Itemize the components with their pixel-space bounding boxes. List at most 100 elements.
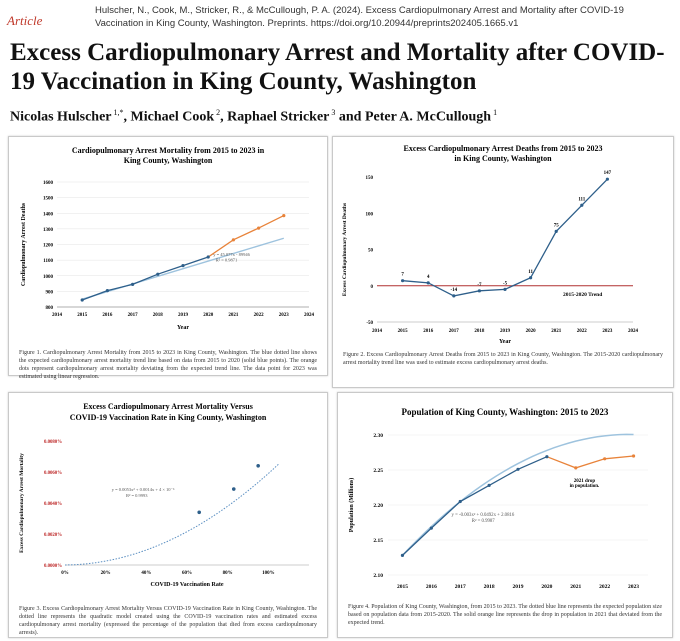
figure-3-caption: Figure 3. Excess Cardiopulmonary Arrest …	[19, 606, 317, 636]
figure-1-chart: Cardiopulmonary Arrest Mortality from 20…	[21, 146, 315, 331]
fit-equation: y = -0.003x² + 0.0492x + 2.0816	[452, 512, 515, 518]
y-tick-label: 0.0020%	[44, 533, 62, 538]
x-tick-label: 2015	[77, 313, 88, 318]
author-affiliation: 1,*	[111, 108, 124, 117]
observed-point	[156, 272, 160, 276]
x-tick-label: 2019	[178, 313, 189, 318]
data-label: 111	[578, 197, 585, 202]
chart-title: Excess Cardiopulmonary Arrest Deaths fro…	[403, 144, 602, 153]
x-axis-label: Year	[177, 325, 189, 331]
trend-label: 2015-2020 Trend	[563, 292, 602, 298]
author-name: Raphael Stricker	[227, 109, 330, 125]
author-name: Peter A. McCullough	[364, 109, 492, 125]
y-tick-label: 1300	[43, 228, 54, 233]
excess-line	[207, 215, 285, 258]
drop-annotation: in population.	[570, 484, 600, 489]
y-axis-label: Cardiopulmonary Arrest Deaths	[21, 202, 27, 286]
x-tick-label: 2014	[52, 313, 63, 318]
chart-title: King County, Washington	[124, 156, 213, 165]
population-point	[545, 455, 549, 459]
y-tick-label: 0.0060%	[44, 471, 62, 476]
citation-line-2: Vaccination in King County, Washington. …	[95, 18, 519, 29]
data-label: 11	[528, 270, 533, 275]
data-label: 147	[604, 171, 612, 176]
trend-equation: y = 45.077x - 89946	[213, 252, 250, 257]
observed-point	[105, 288, 109, 293]
excess-deaths-line	[402, 178, 608, 297]
y-axis-label: Excess Cardiopulmonary Arrest Mortality	[19, 453, 25, 553]
x-tick-label: 2020	[526, 329, 537, 334]
article-label: Article	[7, 13, 43, 28]
data-point	[231, 487, 236, 491]
data-point	[503, 287, 507, 291]
data-point	[256, 464, 260, 468]
figure-4-chart: Population of King County, Washington: 2…	[348, 407, 648, 590]
data-point	[477, 289, 481, 293]
x-tick-label: 2021	[228, 313, 239, 318]
population-point	[458, 499, 462, 504]
x-tick-label: 2022	[577, 329, 588, 334]
x-tick-label: 20%	[101, 571, 111, 576]
fit-equation: y = 0.0053x² + 0.0014x + 4 × 10⁻⁶	[112, 487, 175, 492]
x-tick-label: 2018	[474, 329, 485, 334]
y-tick-label: 0	[371, 285, 374, 290]
x-tick-label: 2021	[551, 329, 562, 334]
x-tick-label: 2017	[128, 313, 139, 318]
x-tick-label: 2021	[570, 584, 581, 590]
citation: Hulscher, N., Cook, M., Stricker, R., & …	[95, 4, 675, 30]
y-tick-label: -50	[366, 321, 373, 326]
y-tick-label: 2.30	[373, 433, 383, 439]
expected-trend-line	[401, 433, 634, 556]
citation-line-1: Hulscher, N., Cook, M., Stricker, R., & …	[95, 5, 624, 16]
y-tick-label: 1100	[43, 259, 53, 264]
data-point	[580, 203, 584, 207]
x-axis-label: COVID-19 Vaccination Rate	[151, 582, 224, 588]
x-axis-label: Year	[499, 339, 511, 345]
x-tick-label: 2023	[602, 329, 613, 334]
population-point	[487, 483, 491, 487]
x-tick-label: 2022	[599, 584, 610, 590]
x-tick-label: 60%	[182, 571, 192, 576]
figure-4-caption: Figure 4. Population of King County, Was…	[348, 604, 662, 626]
x-tick-label: 2023	[279, 313, 290, 318]
x-tick-label: 2023	[628, 584, 639, 590]
y-tick-label: 2.20	[373, 503, 383, 509]
data-point	[401, 279, 405, 283]
y-tick-label: 0.0080%	[44, 440, 62, 445]
figure-3-panel: Excess Cardiopulmonary Arrest Mortality …	[8, 392, 328, 638]
chart-title: COVID-19 Vaccination Rate in King County…	[70, 413, 267, 422]
y-tick-label: 0.0000%	[44, 564, 62, 569]
data-point	[452, 294, 456, 298]
y-tick-label: 100	[366, 212, 374, 217]
observed-point	[80, 298, 84, 302]
drop-point	[631, 454, 636, 458]
y-tick-label: 2.10	[373, 573, 383, 579]
author-list: Nicolas Hulscher 1,*, Michael Cook 2, Ra…	[10, 108, 498, 125]
observed-line	[81, 256, 209, 301]
x-tick-label: 2019	[500, 329, 511, 334]
y-tick-label: 150	[366, 176, 374, 181]
drop-point	[603, 457, 607, 461]
excess-point	[257, 226, 261, 230]
figure-2-caption: Figure 2. Excess Cardiopulmonary Arrest …	[343, 352, 663, 366]
x-tick-label: 2016	[426, 584, 437, 590]
x-tick-label: 2019	[513, 584, 524, 590]
observed-point	[181, 263, 185, 268]
x-tick-label: 2020	[541, 584, 552, 590]
author-affiliation: 1	[491, 108, 498, 117]
y-tick-label: 0.0040%	[44, 502, 62, 507]
data-label: -5	[503, 281, 508, 286]
y-tick-label: 900	[46, 290, 54, 295]
y-tick-label: 800	[46, 306, 54, 311]
data-label: -14	[450, 288, 457, 293]
x-tick-label: 2015	[397, 584, 408, 590]
x-tick-label: 2022	[254, 313, 265, 318]
y-tick-label: 1500	[43, 197, 54, 202]
y-tick-label: 50	[368, 249, 374, 254]
y-tick-label: 1400	[43, 212, 54, 217]
paper-title: Excess Cardiopulmonary Arrest and Mortal…	[10, 39, 665, 95]
trend-r2: R² = 0.9871	[216, 258, 238, 263]
figure-1-panel: Cardiopulmonary Arrest Mortality from 20…	[8, 136, 328, 380]
author-name: Michael Cook	[130, 109, 215, 125]
data-label: -7	[477, 283, 482, 288]
